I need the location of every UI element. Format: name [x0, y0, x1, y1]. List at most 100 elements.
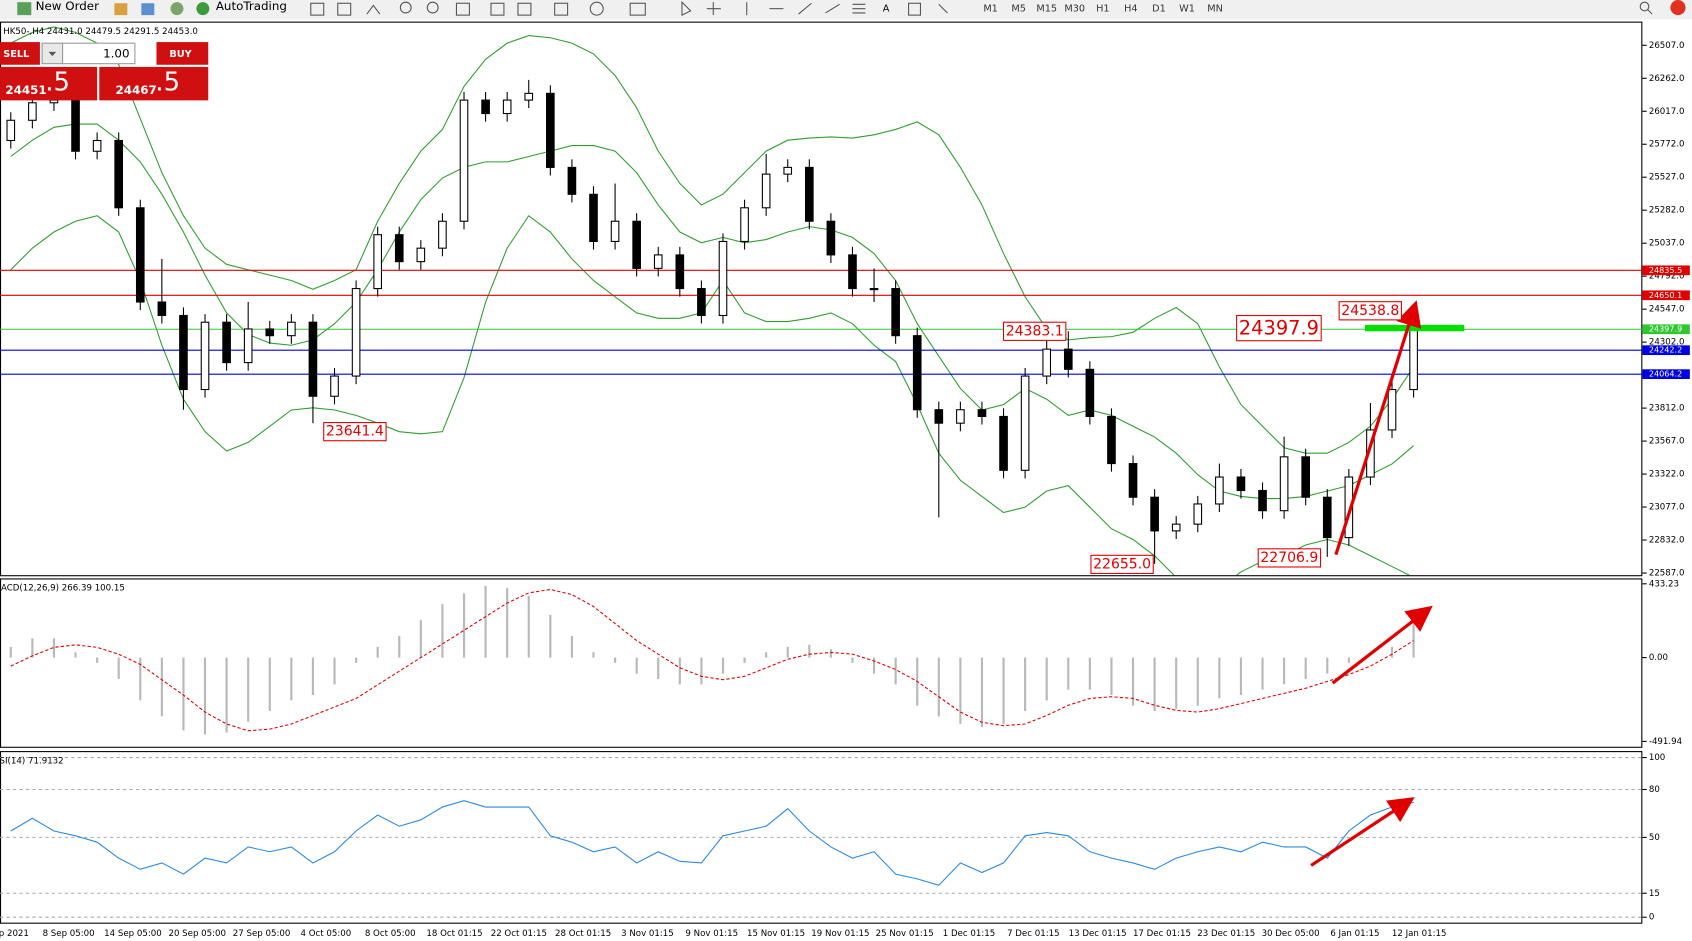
y-tick-label: 24302.0 — [1649, 338, 1685, 348]
candle-body — [179, 314, 188, 391]
ask-pips[interactable]: .5 — [155, 68, 180, 98]
time-label: 7 Dec 01:15 — [1007, 929, 1060, 939]
y-tick-label: 15 — [1649, 889, 1660, 899]
price-annotation: 24383.1 — [1006, 323, 1064, 339]
price-level-tag — [1642, 290, 1690, 301]
candle-body — [653, 254, 663, 269]
price-level-tag — [1642, 369, 1690, 380]
time-label: 23 Dec 01:15 — [1197, 929, 1255, 939]
volume-input[interactable] — [62, 42, 136, 65]
candle-body — [589, 193, 598, 242]
time-label: 20 Sep 05:00 — [168, 929, 226, 939]
annotation-box — [323, 422, 387, 442]
autotrading-button[interactable]: AutoTrading — [216, 0, 287, 13]
y-tick-label: 25772.0 — [1649, 140, 1685, 150]
candle-body — [848, 254, 857, 290]
y-tick-label: -491.94 — [1649, 737, 1682, 747]
notification-badge[interactable] — [1670, 0, 1686, 16]
timeframe-button[interactable]: M30 — [1064, 4, 1085, 15]
text-tool[interactable]: A — [883, 4, 890, 15]
annotation-box — [1338, 301, 1402, 321]
price-level-label: 24242.2 — [1649, 345, 1682, 355]
timeframe-button[interactable]: H4 — [1124, 4, 1137, 15]
time-label: 8 Oct 05:00 — [365, 929, 416, 939]
candle-body — [49, 99, 59, 104]
time-label: 3 Nov 01:15 — [621, 929, 674, 939]
buy-button[interactable] — [156, 42, 209, 65]
candle-body — [265, 328, 275, 337]
new-order-icon[interactable] — [17, 2, 32, 16]
y-tick-label: 23567.0 — [1649, 437, 1685, 447]
candle-body — [632, 220, 641, 269]
bid-price[interactable]: 24451 — [5, 83, 46, 97]
candle-body — [394, 234, 404, 263]
trend-arrow[interactable] — [1331, 605, 1433, 685]
new-order-button[interactable]: New Order — [36, 0, 99, 13]
candle-body — [1322, 496, 1332, 539]
timeframe-button[interactable]: H1 — [1096, 4, 1109, 15]
price-annotation: 24538.8 — [1341, 303, 1399, 319]
volume-value[interactable]: 1.00 — [103, 46, 129, 60]
time-label: 2 Sep 2021 — [0, 929, 29, 939]
buy-label[interactable]: BUY — [169, 49, 192, 60]
timeframe-button[interactable]: D1 — [1152, 4, 1166, 15]
time-label: 1 Dec 01:15 — [943, 929, 996, 939]
y-tick-label: 26262.0 — [1649, 74, 1685, 84]
candle-body — [416, 247, 426, 263]
y-tick-label: 0 — [1649, 913, 1655, 923]
candle-body — [330, 375, 339, 397]
candle-body — [783, 166, 793, 175]
y-tick-label: 22832.0 — [1649, 536, 1685, 546]
toolbar — [0, 0, 1692, 20]
candle-body — [1215, 476, 1224, 505]
bid-pips[interactable]: .5 — [45, 68, 70, 98]
candle-body — [71, 99, 80, 152]
toolbar-icon[interactable] — [141, 3, 155, 16]
y-tick-label: 26017.0 — [1649, 107, 1685, 117]
candle-body — [718, 240, 728, 317]
indicator-title: RSI(14) 71.9132 — [0, 756, 64, 766]
sell-label[interactable]: SELL — [3, 49, 29, 60]
candle-body — [826, 220, 836, 256]
candle-body — [28, 102, 37, 121]
time-label: 9 Nov 01:15 — [685, 929, 738, 939]
time-label: 12 Jan 01:15 — [1392, 929, 1447, 939]
candle-body — [481, 99, 490, 115]
signal-line — [10, 588, 1414, 732]
candle-body — [1301, 456, 1311, 498]
time-label: 6 Jan 01:15 — [1330, 929, 1379, 939]
candle-body — [1107, 415, 1116, 465]
candle-body — [243, 328, 253, 364]
toolbar-icon[interactable] — [170, 2, 184, 16]
trend-arrow[interactable] — [1310, 797, 1415, 867]
timeframe-button[interactable]: M1 — [983, 4, 998, 15]
sell-button[interactable] — [0, 42, 40, 65]
price-level-tag — [1642, 265, 1690, 276]
timeframe-button[interactable]: M15 — [1036, 4, 1057, 15]
ask-box[interactable] — [99, 66, 209, 101]
timeframe-button[interactable]: MN — [1207, 4, 1223, 15]
toolbar-icons[interactable] — [310, 0, 1653, 17]
y-tick-label: 80 — [1649, 785, 1660, 795]
candle-body — [287, 321, 296, 337]
candle-body — [438, 220, 447, 249]
y-tick-label: 100 — [1649, 753, 1665, 763]
annotation-box — [1236, 315, 1322, 342]
candle-body — [222, 321, 231, 364]
candle-body — [956, 409, 965, 424]
annotation-box — [1003, 321, 1067, 341]
price-annotation: 24397.9 — [1239, 317, 1319, 340]
timeframe-button[interactable]: W1 — [1179, 4, 1195, 15]
bid-box[interactable] — [0, 66, 98, 101]
trend-arrow[interactable] — [1334, 300, 1422, 556]
autotrading-icon[interactable] — [196, 2, 210, 16]
candle-body — [675, 254, 685, 290]
toolbar-icon[interactable] — [114, 3, 128, 16]
candle-body — [502, 99, 512, 115]
ask-price[interactable]: 24467 — [115, 83, 156, 97]
time-label: 22 Oct 01:15 — [491, 929, 547, 939]
time-label: 17 Dec 01:15 — [1133, 929, 1191, 939]
timeframe-button[interactable]: M5 — [1011, 4, 1026, 15]
candle-body — [92, 139, 102, 152]
